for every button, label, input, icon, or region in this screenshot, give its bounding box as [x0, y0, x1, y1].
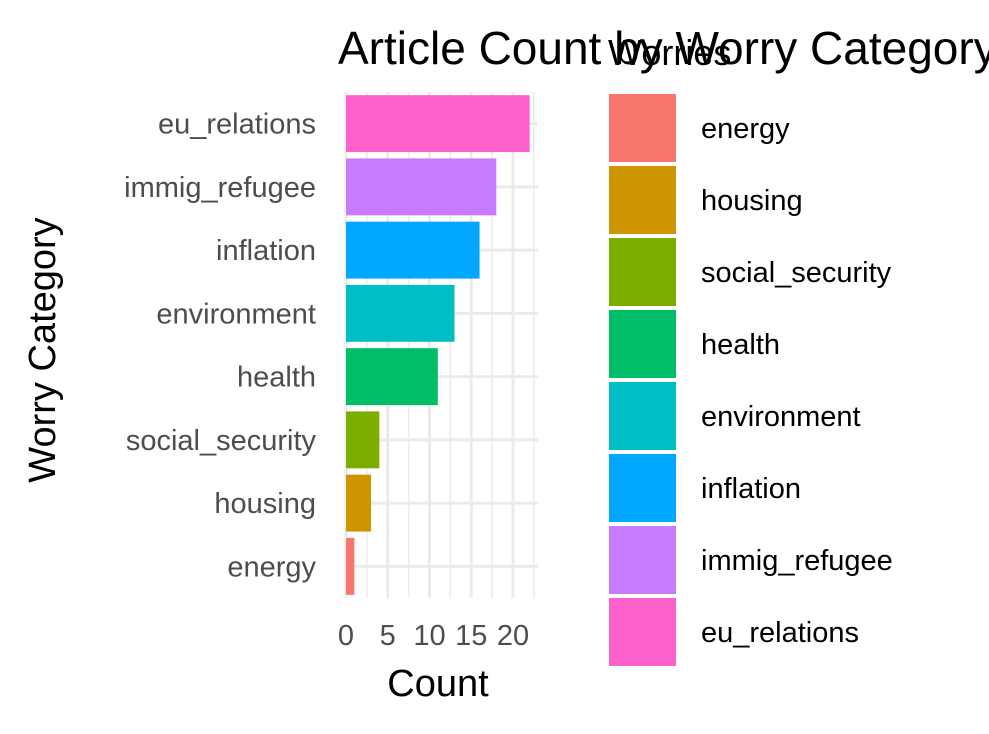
x-axis-title: Count	[387, 663, 489, 705]
x-tick-label: 0	[338, 620, 354, 652]
bar-inflation	[346, 221, 480, 279]
x-tick-label: 5	[380, 620, 396, 652]
x-tick-label: 10	[413, 620, 445, 652]
y-tick-label: housing	[214, 488, 316, 520]
y-tick-label: health	[237, 362, 316, 394]
legend-label: housing	[701, 185, 803, 217]
y-tick-label: energy	[227, 551, 316, 583]
legend-key-energy	[609, 94, 676, 162]
bar-housing	[346, 474, 372, 532]
bar-energy	[346, 537, 355, 595]
legend-key-inflation	[609, 454, 676, 522]
y-axis-ticks: energy housing social_security health enviro…	[124, 109, 316, 584]
x-tick-label: 20	[497, 620, 529, 652]
legend-key-immig_refugee	[609, 526, 676, 594]
legend-label: environment	[701, 401, 861, 433]
bar-environment	[346, 284, 455, 342]
legend-label: social_security	[701, 257, 892, 289]
legend-key-eu_relations	[609, 598, 676, 666]
legend: Worries energy housing social_securityheal…	[608, 32, 893, 666]
legend-key-health	[609, 310, 676, 378]
y-tick-label: social_security	[126, 425, 317, 457]
legend-title: Worries	[608, 32, 731, 73]
legend-key-housing	[609, 166, 676, 234]
legend-label: energy	[701, 113, 790, 145]
legend-label: immig_refugee	[701, 545, 893, 577]
y-tick-label: environment	[156, 298, 316, 330]
legend-key-social_security	[609, 238, 676, 306]
bar-health	[346, 348, 438, 406]
legend-label: health	[701, 329, 780, 361]
y-tick-label: inflation	[216, 235, 316, 267]
x-tick-label: 15	[455, 620, 487, 652]
y-axis-title: Worry Category	[22, 217, 64, 482]
legend-label: eu_relations	[701, 617, 859, 649]
chart-title: Article Count by Worry Category	[338, 22, 989, 74]
y-tick-label: immig_refugee	[124, 172, 316, 204]
y-tick-label: eu_relations	[158, 109, 316, 141]
bars	[346, 95, 530, 595]
x-axis-ticks: 0 5 10 15 20	[338, 620, 529, 652]
legend-key-environment	[609, 382, 676, 450]
legend-label: inflation	[701, 473, 801, 505]
bar-eu_relations	[346, 95, 530, 153]
bar-social_security	[346, 411, 380, 469]
bar-immig_refugee	[346, 158, 497, 216]
